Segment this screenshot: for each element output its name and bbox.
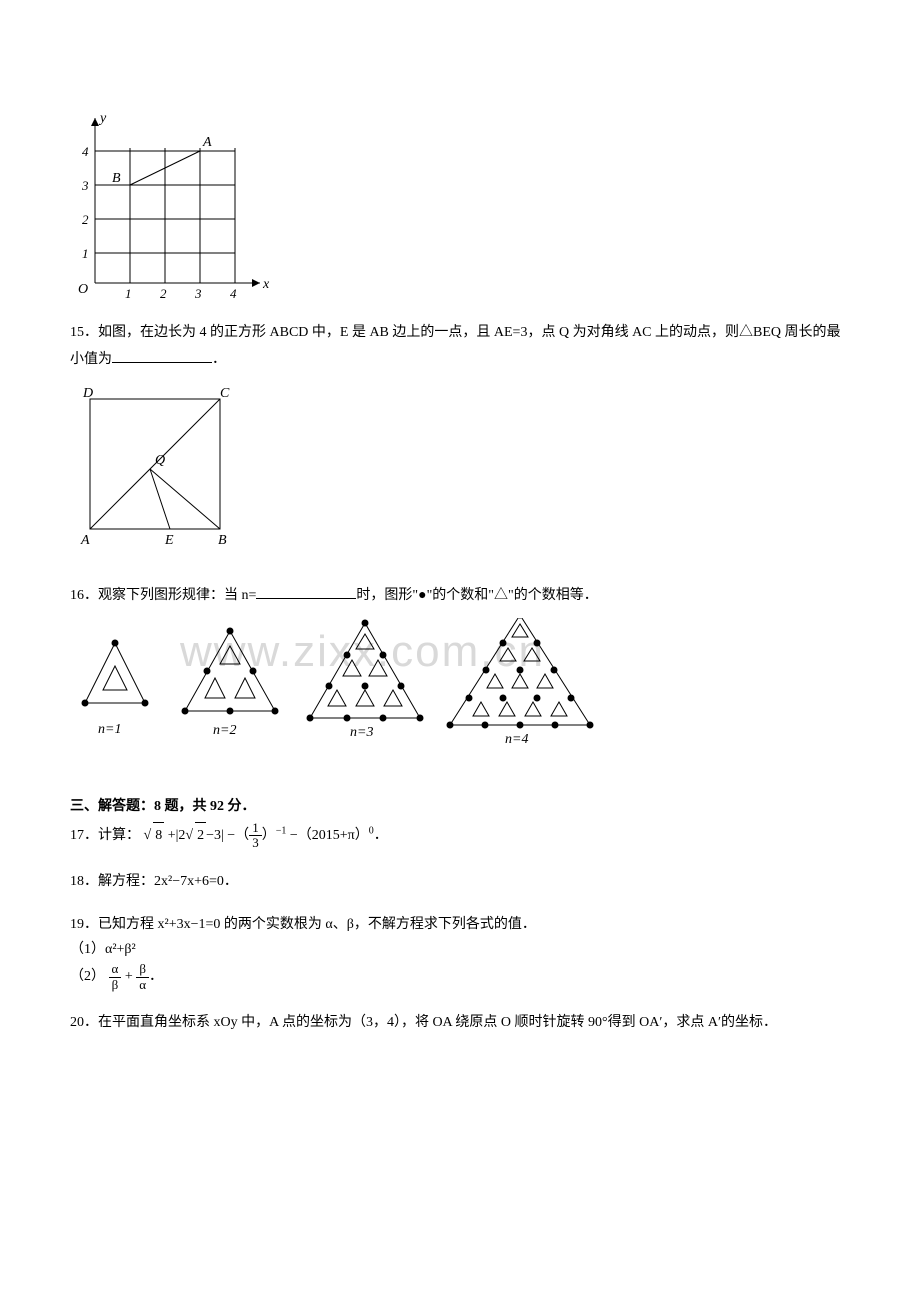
- svg-text:4: 4: [230, 286, 237, 301]
- frac-num: 1: [249, 821, 262, 836]
- svg-text:O: O: [78, 282, 88, 297]
- svg-text:B: B: [218, 533, 227, 548]
- exp-neg1: −1: [276, 826, 287, 837]
- q16-mid: 时，图形"●"的个数和"△"的个数相等．: [356, 588, 597, 603]
- frac1-num: α: [109, 962, 122, 977]
- svg-text:C: C: [220, 386, 230, 401]
- question-19: 19．已知方程 x²+3x−1=0 的两个实数根为 α、β，不解方程求下列各式的…: [70, 912, 850, 992]
- q15-blank: [112, 348, 212, 363]
- q19-text: 已知方程 x²+3x−1=0 的两个实数根为 α、β，不解方程求下列各式的值．: [98, 917, 536, 932]
- svg-text:A: A: [80, 533, 90, 548]
- svg-text:3: 3: [81, 178, 89, 193]
- fig-grid: O 1 2 3 4 1 2 3 4 A B x y: [70, 108, 850, 308]
- question-17: 17．计算： √8 +|2√2−3| −（13）−1 −（2015+π）0．: [70, 821, 850, 851]
- q17-expression: √8 +|2√2−3| −（13）−1 −（2015+π）0．: [144, 821, 388, 851]
- question-15: 15．如图，在边长为 4 的正方形 ABCD 中，E 是 AB 边上的一点，且 …: [70, 320, 850, 565]
- svg-text:y: y: [98, 111, 107, 126]
- question-18: 18．解方程：2x²−7x+6=0．: [70, 869, 850, 894]
- abs-a: 2: [178, 828, 185, 843]
- svg-text:x: x: [262, 277, 270, 292]
- q18-label: 解方程：: [98, 874, 154, 889]
- sqrt-8: 8: [153, 822, 164, 848]
- frac1-den: β: [109, 978, 122, 992]
- svg-text:E: E: [164, 533, 174, 548]
- q18-eq: 2x²−7x+6=0．: [154, 874, 238, 889]
- q19-number: 19．: [70, 917, 98, 932]
- plus: +: [125, 969, 133, 984]
- q19-p1-label: （1）: [70, 942, 105, 957]
- q20-text: 在平面直角坐标系 xOy 中，A 点的坐标为（3，4），将 OA 绕原点 O 顺…: [98, 1015, 777, 1030]
- svg-text:2: 2: [160, 286, 167, 301]
- frac2-num: β: [136, 962, 149, 977]
- question-20: 20．在平面直角坐标系 xOy 中，A 点的坐标为（3，4），将 OA 绕原点 …: [70, 1010, 850, 1035]
- q16-before: 观察下列图形规律：当 n=: [98, 588, 256, 603]
- fig-square-abcd: D C A B E Q: [70, 381, 850, 565]
- svg-text:B: B: [112, 171, 121, 186]
- q19-p2-label: （2）: [70, 969, 105, 984]
- q20-number: 20．: [70, 1015, 98, 1030]
- q15-after: ．: [212, 352, 226, 367]
- svg-text:D: D: [82, 386, 93, 401]
- exp-0: 0: [369, 826, 374, 837]
- svg-text:3: 3: [194, 286, 202, 301]
- svg-text:1: 1: [82, 246, 89, 261]
- question-16: 16．观察下列图形规律：当 n= 时，图形"●"的个数和"△"的个数相等． n=1: [70, 583, 850, 767]
- svg-text:4: 4: [82, 144, 89, 159]
- q15-number: 15．: [70, 325, 98, 340]
- abs-sqrt: 2: [195, 822, 206, 848]
- frac2-den: α: [136, 978, 149, 992]
- abs-b: 3: [214, 828, 221, 843]
- svg-text:A: A: [202, 135, 212, 150]
- svg-text:1: 1: [125, 286, 132, 301]
- q17-label: 计算：: [98, 828, 140, 843]
- svg-text:n=2: n=2: [213, 723, 236, 738]
- q18-number: 18．: [70, 874, 98, 889]
- svg-text:n=1: n=1: [98, 722, 121, 737]
- q19-p1: α²+β²: [105, 942, 136, 957]
- paren-2015pi: 2015+π: [312, 828, 355, 843]
- q19-end: ．: [149, 969, 163, 984]
- svg-text:2: 2: [82, 212, 89, 227]
- svg-text:n=3: n=3: [350, 725, 373, 740]
- q16-blank: [256, 584, 356, 599]
- frac-den: 3: [249, 836, 262, 850]
- q16-number: 16．: [70, 588, 98, 603]
- fig-pattern-sequence: n=1 n=2: [70, 618, 850, 767]
- svg-text:Q: Q: [155, 453, 165, 468]
- q17-number: 17．: [70, 828, 98, 843]
- q15-text: 15．如图，在边长为 4 的正方形 ABCD 中，E 是 AB 边上的一点，且 …: [70, 325, 841, 367]
- section-3-title: 三、解答题：8 题，共 92 分．: [70, 795, 850, 815]
- svg-text:n=4: n=4: [505, 732, 528, 747]
